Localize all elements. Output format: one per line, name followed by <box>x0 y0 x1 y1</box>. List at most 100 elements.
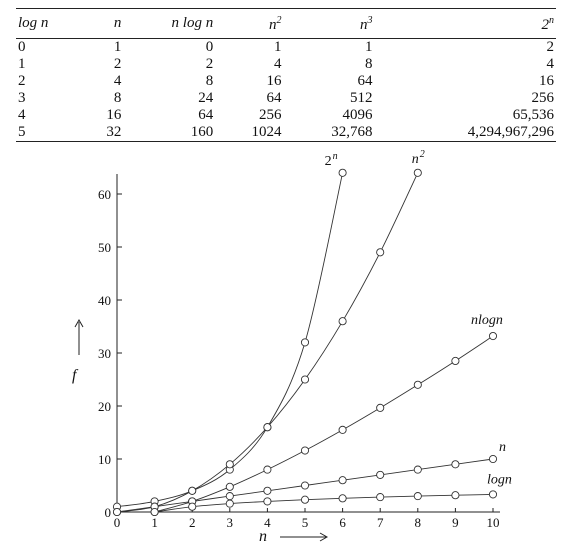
table-header-cell: n2 <box>215 9 283 39</box>
table-cell: 2 <box>205 56 214 72</box>
table-cell: 0 <box>18 39 26 55</box>
y-tick-label: 50 <box>98 240 111 255</box>
y-axis-label: f <box>72 367 79 384</box>
table-cell: 4096 <box>342 107 373 123</box>
data-point <box>338 317 347 326</box>
table-cell: 512 <box>350 90 373 106</box>
y-tick-label: 20 <box>98 399 111 414</box>
table-cell: 4 <box>546 56 555 72</box>
series-label-sup: n <box>333 151 338 162</box>
data-point <box>225 482 234 491</box>
table-row: 3 8 24 64 512 256 <box>16 90 556 107</box>
table-cell: 32 <box>106 124 122 140</box>
table-cell: 256 <box>531 90 555 106</box>
table-cell: 65,536 <box>512 107 554 123</box>
header-base: n <box>113 14 122 31</box>
data-point <box>376 493 385 502</box>
data-point <box>225 460 234 469</box>
data-point <box>376 403 385 412</box>
table-cell: 8 <box>365 56 373 72</box>
data-point <box>263 423 272 432</box>
series-line <box>116 172 419 513</box>
series-line <box>116 172 344 508</box>
data-point <box>263 497 272 506</box>
series-label-sup: 2 <box>420 149 425 160</box>
data-point <box>488 454 498 464</box>
y-tick-label: 60 <box>98 187 111 202</box>
data-point <box>225 499 234 508</box>
data-point <box>413 492 422 501</box>
table-cell: 256 <box>259 107 282 123</box>
data-point <box>300 495 310 504</box>
data-point <box>451 491 460 500</box>
data-point <box>150 507 159 517</box>
header-sup: n <box>549 15 554 26</box>
table-cell: 1 <box>274 39 282 55</box>
x-tick-label: 5 <box>302 515 309 530</box>
series-logn: logn <box>150 472 512 517</box>
data-point <box>263 486 272 495</box>
x-tick-label: 6 <box>339 515 346 530</box>
y-tick-label: 40 <box>98 293 111 308</box>
x-tick-label: 10 <box>487 515 500 530</box>
table-cell: 24 <box>198 90 214 106</box>
table-row: 0 1 0 1 1 2 <box>16 39 556 57</box>
table-cell: 0 <box>205 39 214 55</box>
data-point <box>413 168 422 177</box>
table-cell: 64 <box>357 73 373 89</box>
series-label: logn <box>487 472 512 487</box>
x-tick-label: 3 <box>227 515 234 530</box>
table-header-cell: n log n <box>123 9 215 39</box>
table-cell: 16 <box>106 107 122 123</box>
table-cell: 1 <box>113 39 122 55</box>
table-cell: 32,768 <box>331 124 373 140</box>
table-cell: 5 <box>18 124 26 140</box>
y-axis-arrowhead <box>74 318 84 328</box>
series-label-base: nlogn <box>471 313 503 328</box>
x-tick-label: 2 <box>189 515 196 530</box>
data-point <box>263 465 272 474</box>
x-tick-label: 4 <box>264 515 271 530</box>
header-base: 2 <box>541 17 550 33</box>
data-point <box>451 356 460 366</box>
table-body: 0 1 0 1 1 2 1 2 2 4 8 4 2 4 8 16 64 16 3 8 24 64 512 256 4 16 64 25… <box>16 39 556 142</box>
data-point <box>413 380 422 389</box>
data-point <box>300 338 310 347</box>
data-point <box>188 502 197 511</box>
table-cell: 2 <box>546 39 555 55</box>
y-tick-label: 30 <box>98 346 111 361</box>
data-point <box>300 446 310 455</box>
table-cell: 64 <box>198 107 214 123</box>
data-point <box>300 375 310 384</box>
series-label: nlogn <box>471 313 503 328</box>
table-cell: 2 <box>113 56 122 72</box>
series-label: n2 <box>412 149 425 167</box>
data-point <box>488 331 498 341</box>
series-n-pow-2: n2 <box>112 149 425 517</box>
x-tick-label: 9 <box>452 515 459 530</box>
header-base: n <box>360 17 368 33</box>
series-2-pow-n: 2n <box>112 151 347 511</box>
table-header-cell: n3 <box>284 9 375 39</box>
x-axis-arrowhead <box>319 532 329 542</box>
table-header-cell: log n <box>16 9 85 39</box>
series-label-base: n <box>499 440 506 455</box>
data-point <box>376 470 385 479</box>
table-cell: 2 <box>18 73 26 89</box>
table-row: 1 2 2 4 8 4 <box>16 56 556 73</box>
data-point <box>112 507 122 517</box>
x-axis-label: n <box>259 528 267 545</box>
data-point <box>338 494 347 503</box>
header-base: log n <box>18 14 49 31</box>
data-point <box>300 481 310 490</box>
series-line <box>154 493 494 513</box>
series-label: n <box>499 440 506 455</box>
series-label-base: logn <box>487 472 512 487</box>
header-sup: 2 <box>276 15 282 26</box>
x-tick-label: 8 <box>415 515 422 530</box>
header-base: n <box>269 17 277 33</box>
